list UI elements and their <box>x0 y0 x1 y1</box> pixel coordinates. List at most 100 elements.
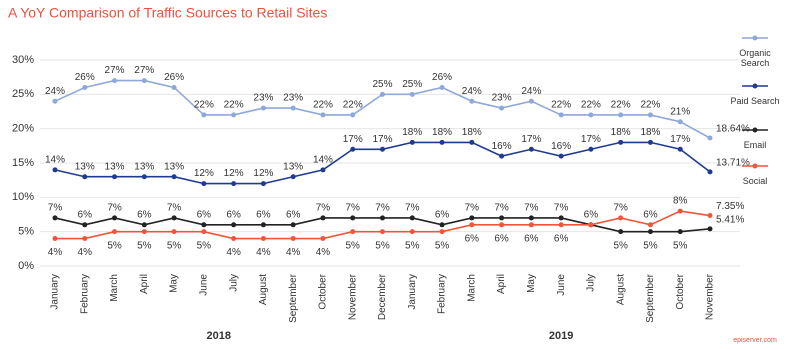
data-point <box>409 229 415 235</box>
data-label: 5.41% <box>716 214 744 225</box>
data-point <box>82 84 88 90</box>
data-point <box>439 84 445 90</box>
data-label: 18% <box>640 127 660 138</box>
data-label: 26% <box>75 72 95 83</box>
data-point <box>201 229 207 235</box>
data-point <box>52 236 58 242</box>
x-tick-label: August <box>615 274 626 305</box>
data-label: 22% <box>224 100 244 111</box>
data-point <box>52 167 58 173</box>
data-point <box>112 229 118 235</box>
data-point <box>320 112 326 118</box>
data-label: 18% <box>462 127 482 138</box>
legend-marker <box>752 35 758 41</box>
data-point <box>52 98 58 104</box>
x-tick-label: August <box>258 274 269 305</box>
data-label: 7% <box>613 203 628 214</box>
data-point <box>647 229 653 235</box>
data-point <box>588 146 594 152</box>
legend-marker <box>752 163 758 169</box>
data-label: 5% <box>107 240 122 251</box>
data-point <box>141 78 147 84</box>
data-label: 14% <box>313 155 333 166</box>
legend-marker <box>752 83 758 89</box>
data-label: 13% <box>134 161 154 172</box>
data-point <box>409 91 415 97</box>
data-point <box>499 215 505 221</box>
x-tick-label: January <box>407 274 418 310</box>
data-label: 13% <box>75 161 95 172</box>
legend-entry: Organic Search <box>739 48 771 68</box>
data-label: 4% <box>226 247 241 258</box>
data-label: 16% <box>492 141 512 152</box>
data-point <box>707 169 713 175</box>
data-label: 22% <box>640 100 660 111</box>
data-point <box>171 229 177 235</box>
data-label: 23% <box>492 93 512 104</box>
data-point <box>528 215 534 221</box>
data-label: 17% <box>343 134 363 145</box>
data-point <box>469 139 475 145</box>
x-tick-label: December <box>377 273 388 320</box>
data-label: 22% <box>611 100 631 111</box>
chart-title: A YoY Comparison of Traffic Sources to R… <box>8 5 327 21</box>
data-label: 7% <box>346 203 361 214</box>
data-label: 5% <box>137 240 152 251</box>
data-label: 16% <box>551 141 571 152</box>
data-point <box>141 174 147 180</box>
series-line <box>55 210 711 240</box>
data-label: 4% <box>286 247 301 258</box>
x-tick-label: June <box>199 274 210 296</box>
data-label: 17% <box>372 134 392 145</box>
source: episerver.com <box>733 337 777 344</box>
y-tick-label: 5% <box>18 226 34 238</box>
data-point <box>618 215 624 221</box>
legend-entry: Paid Search <box>730 96 780 106</box>
data-label: 18% <box>611 127 631 138</box>
data-label: 25% <box>402 79 422 90</box>
data-label: 13% <box>283 161 303 172</box>
data-point <box>677 146 683 152</box>
data-label: 6% <box>137 209 152 220</box>
data-point <box>499 222 505 228</box>
data-label: 5% <box>673 240 688 251</box>
y-tick-label: 30% <box>12 54 34 66</box>
data-label: 4% <box>256 247 271 258</box>
data-point <box>112 78 118 84</box>
data-point <box>350 229 356 235</box>
data-point <box>350 146 356 152</box>
data-point <box>290 105 296 111</box>
x-tick-label: March <box>109 274 120 302</box>
data-label: 5% <box>167 240 182 251</box>
data-point <box>647 139 653 145</box>
data-label: 7% <box>465 203 480 214</box>
data-label: 6% <box>256 209 271 220</box>
data-point <box>320 236 326 242</box>
data-label: 7% <box>524 203 539 214</box>
x-tick-label: March <box>466 274 477 302</box>
data-label: 26% <box>432 72 452 83</box>
data-point <box>201 222 207 228</box>
data-point <box>260 236 266 242</box>
data-label: 17% <box>521 134 541 145</box>
data-label: 25% <box>372 79 392 90</box>
year-label: 2019 <box>549 330 573 342</box>
x-tick-label: April <box>139 274 150 294</box>
data-label: 4% <box>78 247 93 258</box>
data-point <box>558 112 564 118</box>
data-point <box>260 181 266 187</box>
data-point <box>647 222 653 228</box>
data-point <box>201 112 207 118</box>
data-point <box>528 222 534 228</box>
x-tick-label: October <box>675 273 686 309</box>
data-label: 17% <box>670 134 690 145</box>
data-label: 5% <box>405 240 420 251</box>
y-tick-label: 20% <box>12 123 34 135</box>
x-tick-label: April <box>496 274 507 294</box>
x-tick-label: May <box>169 274 180 293</box>
data-label: 12% <box>224 168 244 179</box>
data-point <box>439 139 445 145</box>
data-label: 14% <box>45 155 65 166</box>
data-point <box>528 146 534 152</box>
